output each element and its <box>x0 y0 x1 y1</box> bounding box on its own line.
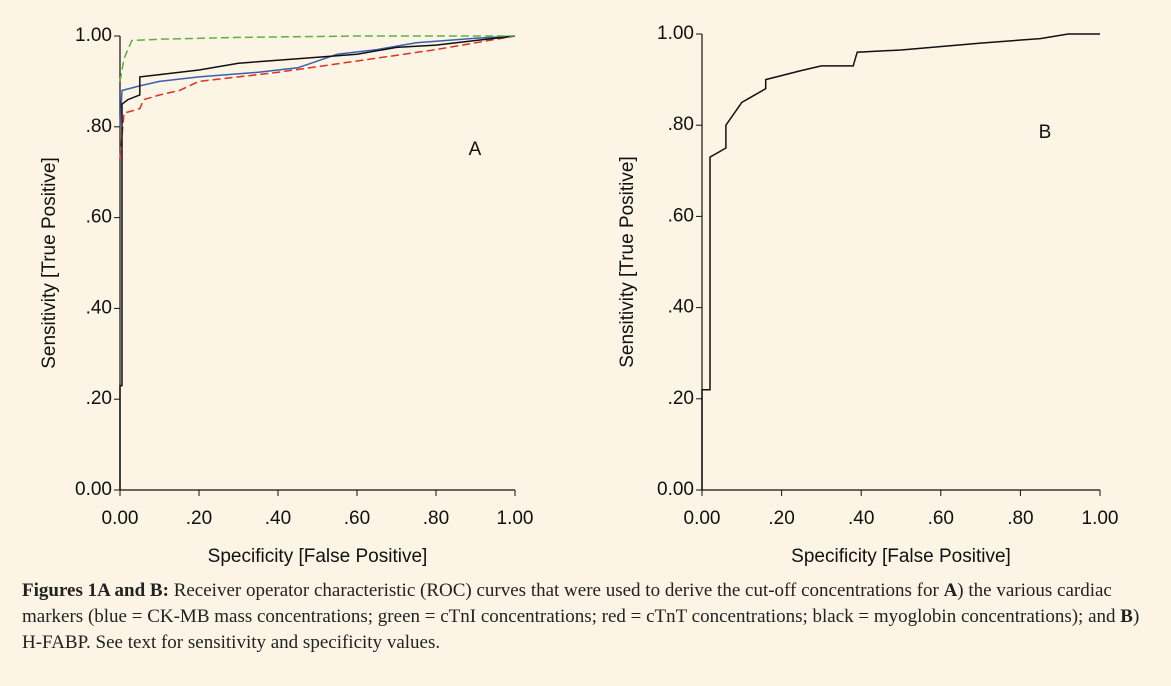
x-tick-label: 0.00 <box>102 508 139 529</box>
x-tick-label: .80 <box>1007 508 1033 529</box>
x-tick-label: .20 <box>768 508 794 529</box>
y-tick-label: 0.00 <box>657 479 694 500</box>
y-tick-label: .20 <box>668 388 694 409</box>
x-tick-label: 0.00 <box>684 508 721 529</box>
y-tick-label: .40 <box>668 297 694 318</box>
y-tick-label: .80 <box>668 114 694 135</box>
caption-panel: B <box>1120 606 1133 627</box>
y-tick-label: .20 <box>86 388 112 409</box>
panel-label: B <box>1039 122 1052 143</box>
x-axis-title: Specificity [False Positive] <box>208 546 428 567</box>
figure: 0.00 .20 .40 .60 .80 1.00 0.00 .20 .40 .60 .80 1.00… <box>39 23 1119 567</box>
caption-text: Receiver operator characteristic (ROC) c… <box>168 580 944 601</box>
x-tick-label: .20 <box>186 508 212 529</box>
roc-curve <box>119 35 516 159</box>
roc-curve <box>119 35 515 82</box>
caption-text: ) the various cardiac markers (blue = CK… <box>22 580 1121 627</box>
x-tick-label: .80 <box>423 508 449 529</box>
y-axis-title: Sensitivity [True Positive] <box>617 156 638 368</box>
y-tick-label: 1.00 <box>657 23 694 44</box>
roc-curve <box>119 35 516 490</box>
y-tick-label: 0.00 <box>75 479 112 500</box>
x-tick-label: 1.00 <box>1082 508 1119 529</box>
x-tick-label: .40 <box>265 508 291 529</box>
x-axis-title: Specificity [False Positive] <box>791 546 1011 567</box>
y-tick-label: .40 <box>86 297 112 318</box>
y-tick-label: .60 <box>86 207 112 228</box>
y-tick-label: .60 <box>668 205 694 226</box>
caption-text: ) H-FABP. See text for sensitivity and s… <box>22 606 1140 653</box>
caption-panel: A <box>943 580 958 601</box>
x-tick-label: .60 <box>344 508 370 529</box>
roc-curve <box>701 33 1100 490</box>
y-tick-label: .80 <box>86 116 112 137</box>
x-tick-label: 1.00 <box>497 508 534 529</box>
x-tick-label: .60 <box>928 508 954 529</box>
y-axis-title: Sensitivity [True Positive] <box>39 157 60 369</box>
panel-label: A <box>469 139 482 160</box>
caption-label: Figures 1A and B: <box>22 580 169 601</box>
roc-curve <box>119 35 516 127</box>
x-tick-label: .40 <box>848 508 874 529</box>
caption: Figures 1A and B: Receiver operator char… <box>22 578 1152 656</box>
y-tick-label: 1.00 <box>75 25 112 46</box>
